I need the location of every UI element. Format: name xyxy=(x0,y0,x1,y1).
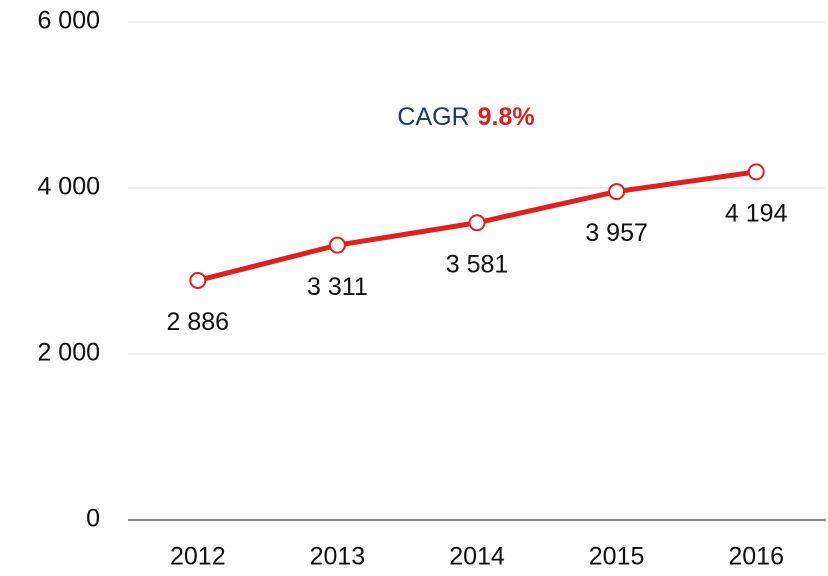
data-label: 3 957 xyxy=(585,219,648,247)
y-tick-label: 6 000 xyxy=(37,7,100,35)
y-tick-label: 2 000 xyxy=(37,339,100,367)
data-label: 2 886 xyxy=(167,308,230,336)
x-tick-label: 2014 xyxy=(449,543,505,571)
marker xyxy=(468,214,486,232)
marker xyxy=(608,183,626,201)
annotation-highlight: 9.8% xyxy=(478,103,535,131)
y-tick-label: 4 000 xyxy=(37,173,100,201)
annotation: CAGR 9.8% xyxy=(397,103,534,131)
marker xyxy=(747,163,765,181)
data-label: 3 581 xyxy=(446,250,509,278)
annotation-text: CAGR xyxy=(397,103,469,131)
x-tick-label: 2013 xyxy=(310,543,366,571)
x-tick-label: 2012 xyxy=(170,543,226,571)
data-label: 3 311 xyxy=(307,273,368,301)
x-tick-label: 2015 xyxy=(589,543,645,571)
data-label: 4 194 xyxy=(725,200,788,228)
marker xyxy=(189,271,207,289)
x-tick-label: 2016 xyxy=(728,543,784,571)
y-tick-label: 0 xyxy=(86,505,100,533)
marker xyxy=(328,236,346,254)
